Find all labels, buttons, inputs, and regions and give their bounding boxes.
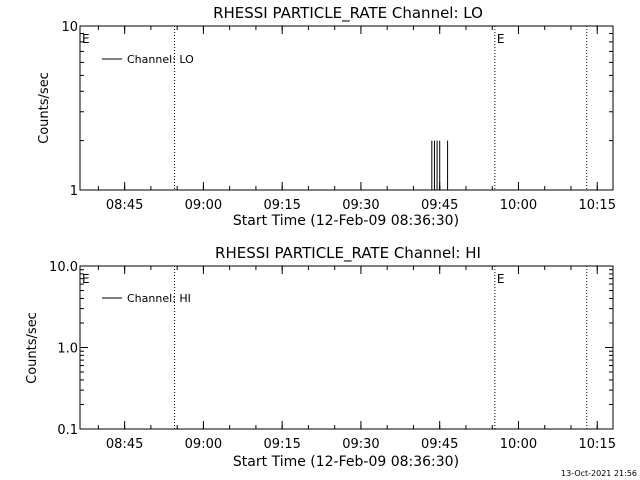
panel-hi: RHESSI PARTICLE_RATE Channel: HI 08:45 09… [25, 244, 616, 470]
plot-frame [79, 265, 614, 430]
x-tick-label: 10:15 [579, 437, 616, 452]
x-tick-label: 10:00 [500, 198, 537, 213]
x-tick-label: 09:00 [185, 437, 222, 452]
y-axis-label: Counts/sec [37, 72, 52, 144]
x-axis-label: Start Time (12-Feb-09 08:36:30) [233, 454, 459, 470]
chart-title: RHESSI PARTICLE_RATE Channel: HI [215, 244, 481, 263]
x-tick-label: 09:30 [342, 198, 379, 213]
y-tick-label: 0.1 [57, 423, 78, 438]
x-tick-label: 09:15 [263, 198, 300, 213]
x-tick-label: 09:15 [263, 437, 300, 452]
y-tick-label: 1 [70, 184, 78, 199]
x-tick-label: 09:45 [421, 437, 458, 452]
x-tick-label: 10:00 [500, 437, 537, 452]
event-marker-label: E [497, 32, 505, 46]
y-tick-label: 10.0 [49, 260, 78, 275]
plot-frame [79, 25, 614, 191]
x-tick-label: 10:15 [579, 198, 616, 213]
x-tick-label: 09:30 [342, 437, 379, 452]
legend-entry: Channel: HI [127, 292, 191, 305]
legend-entry: Channel: LO [127, 53, 194, 66]
x-axis-label: Start Time (12-Feb-09 08:36:30) [233, 213, 459, 229]
event-marker-label: E [82, 272, 90, 286]
event-marker-label: E [497, 272, 505, 286]
panel-lo: RHESSI PARTICLE_RATE Channel: LO 08:45 09… [37, 4, 616, 229]
x-tick-label: 08:45 [106, 198, 143, 213]
chart-title: RHESSI PARTICLE_RATE Channel: LO [213, 4, 483, 23]
plot-marks: 08:45 09:00 09:15 09:30 09:45 10:00 10:15 1 10 E E [61, 20, 616, 213]
plot-marks: 08:45 09:00 09:15 09:30 09:45 10:00 10:15 0.1 1.… [49, 260, 616, 452]
x-tick-label: 08:45 [106, 437, 143, 452]
x-tick-label: 09:00 [185, 198, 222, 213]
y-axis-label: Counts/sec [25, 312, 40, 384]
x-tick-label: 09:45 [421, 198, 458, 213]
footer-timestamp: 13-Oct-2021 21:56 [561, 469, 637, 478]
event-marker-label: E [82, 32, 90, 46]
y-tick-label: 10 [61, 20, 78, 35]
y-tick-label: 1.0 [57, 342, 78, 357]
